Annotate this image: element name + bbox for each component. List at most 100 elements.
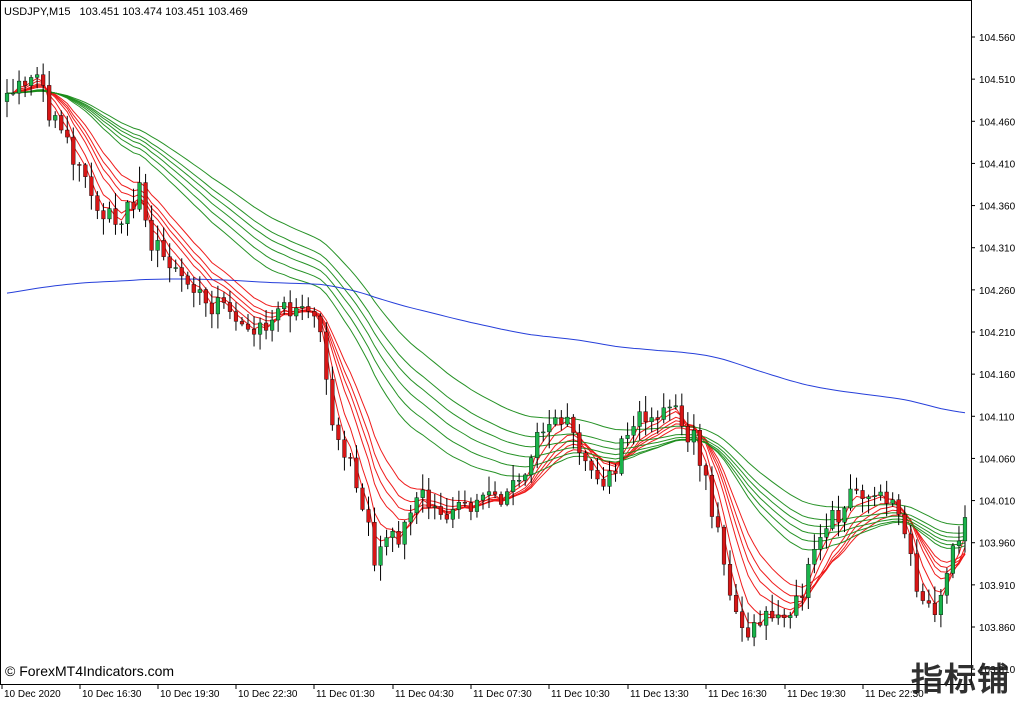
price-tick-label: 103.810 [979,665,1016,676]
price-tick-label: 104.110 [979,412,1015,423]
candle-body [251,329,257,335]
time-tick-label: 11 Dec 10:30 [551,689,610,700]
candle [227,290,233,320]
candle [264,310,269,340]
candle-body [239,321,245,325]
candle [396,521,401,548]
candle [161,227,166,261]
candle-body [878,491,883,496]
candle [956,526,962,554]
candle [221,292,226,309]
candle [908,524,913,566]
candle [721,524,727,576]
candle [649,407,654,433]
candle-body [348,457,353,459]
candle-body [962,517,968,542]
candle-body [637,411,642,427]
candle-body [523,474,528,481]
candle [878,484,883,501]
candle [83,162,88,188]
candle [727,550,733,601]
candle-body [547,424,552,433]
price-tick-label: 103.860 [979,623,1016,634]
candle-body [65,129,70,138]
candle [812,534,817,574]
candle-body [902,514,907,535]
candle [824,513,829,549]
candle [836,495,841,537]
candle [715,502,721,533]
candle-body [179,267,184,277]
candle [709,466,715,529]
candle-body [438,506,443,515]
candle [450,497,455,529]
candle [372,507,377,572]
candle-body [221,297,226,303]
candle-body [167,256,172,269]
candle-body [173,267,178,269]
candle [848,474,853,511]
candle [245,314,251,332]
candle-body [806,563,811,598]
candle [914,539,919,598]
candle [47,71,52,127]
price-tick-label: 104.360 [979,202,1016,213]
candle [938,588,943,628]
candle-body [330,379,335,426]
candle [806,557,811,610]
candle [318,313,323,343]
candle-body [10,92,16,95]
candle-body [414,497,419,514]
candle [209,290,214,329]
candle-body [950,545,956,574]
candle-body [866,496,871,499]
candle [703,463,708,491]
ma-line-green_ribbon-45 [7,90,966,538]
price-tick-label: 104.010 [979,497,1016,508]
candle-body [456,502,461,510]
candle-body [535,432,540,458]
candle-body [631,426,636,436]
candle-body [450,509,455,520]
ma-line-red_ribbon-3 [7,77,966,625]
symbol-label: USDJPY,M15 [4,6,70,18]
candle [854,477,859,495]
candle-body [703,465,708,476]
candle-body [541,431,546,434]
candle-body [161,240,166,257]
candle [733,584,739,615]
candle-body [709,474,715,517]
ma-line-blue_ma-200 [6,278,966,414]
price-tick-label: 104.310 [979,244,1016,255]
time-tick-label: 11 Dec 19:30 [787,689,846,700]
candle [667,399,672,421]
candle [276,301,281,332]
candle [402,520,407,560]
candle-body [715,516,721,528]
svg-text:USDJPY,M15 103.451 103.4: USDJPY,M15 103.451 103.474 103.451 103.4… [4,6,248,18]
candles [4,63,968,647]
candle-body [836,510,841,523]
candle-body [938,595,943,615]
candle [462,490,467,507]
ma-line-green_ribbon-35 [7,89,966,546]
candle [625,422,630,447]
candle-body [589,460,594,471]
candle-body [758,622,763,626]
candle-body [486,491,492,496]
candle-body [41,74,46,86]
candle-body [498,494,504,505]
candle [962,505,968,553]
candle [697,423,702,482]
candle [739,596,745,642]
candle [251,316,257,347]
candle-body [257,322,263,335]
candle-body [402,521,407,545]
candle [529,454,534,483]
candle [16,70,22,105]
candle [408,504,413,536]
candle-body [830,510,835,529]
candle [348,452,353,467]
candle [902,506,907,539]
